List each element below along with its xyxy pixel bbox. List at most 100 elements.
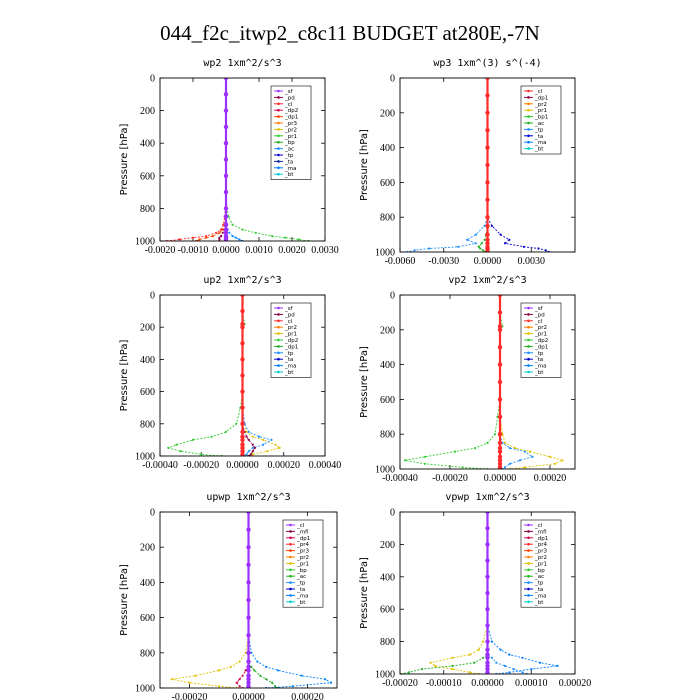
x-tick-label: -0.00020 [172,692,208,700]
data-point [167,446,170,449]
data-point [451,668,454,671]
data-point [245,430,248,433]
data-point [218,236,221,239]
legend-marker [289,536,292,540]
legend-label: _tp [284,153,294,159]
legend-marker [527,600,530,604]
panel-title: upwp 1xm^2/s^3 [206,492,290,503]
legend-marker [277,345,280,348]
data-point [556,664,559,668]
data-point [215,231,218,234]
legend: _cl_mfl_dp1_pr4_pr3_pr2_pr1_bp_ac_tp_ta_… [282,519,324,608]
x-tick-label: -0.0060 [385,256,416,267]
x-tick-label: 0.0000 [474,256,502,267]
data-point [508,238,511,241]
x-tick-label: -0.0030 [428,256,459,267]
legend-marker [527,319,530,323]
legend-label: _tp [534,581,544,587]
data-point [497,454,503,459]
data-point [240,449,245,454]
data-point [479,247,482,250]
data-point [246,680,251,685]
data-point [518,459,522,462]
data-point [238,238,241,241]
data-point [223,214,229,219]
legend-marker [277,319,280,323]
series-group [166,295,281,456]
data-point [223,141,229,146]
data-point [413,249,416,252]
legend-marker [527,549,530,552]
x-tick-label: -0.0020 [145,245,176,256]
data-point [191,236,195,239]
legend-label: _bt [534,600,544,606]
legend-label: _tp [284,351,294,357]
legend-label: _dp2 [534,338,548,344]
x-tick-label: -0.00040 [142,460,178,471]
x-tick-label: 0.00010 [515,678,548,689]
data-point [271,235,274,238]
legend-marker [527,345,530,348]
data-point [531,455,534,458]
legend-marker [289,594,292,597]
data-point [485,639,490,644]
data-point [274,685,277,688]
y-tick-label: 200 [380,108,395,119]
data-point [265,678,268,681]
legend-label: _dp1 [534,536,548,542]
data-point [553,462,557,465]
plot-frame [399,294,576,470]
data-point [262,443,265,446]
data-point [497,379,503,385]
data-point [240,308,245,314]
legend-label: _pr1 [534,108,547,114]
data-point [485,128,490,133]
data-point [249,453,252,456]
data-point [223,108,229,113]
legend-label: _ac [534,574,544,580]
data-point [495,661,498,664]
y-tick-label: 600 [140,613,155,624]
panel-title: vp2 1xm^2/s^3 [448,275,526,286]
data-point [251,453,254,456]
legend-marker [527,140,530,144]
data-point [170,678,173,681]
legend-marker [527,108,530,112]
series-line-dp1 [166,295,246,456]
data-point [429,661,432,664]
legend-label: _tp [296,581,306,587]
legend-marker [527,115,530,118]
y-tick-label: 600 [140,387,155,398]
data-point [266,450,269,453]
legend-label: _pd [284,95,295,101]
data-point [246,685,251,688]
data-point [503,441,507,444]
legend-label: _sf [534,306,544,312]
x-tick-label: 0.00020 [559,678,592,689]
data-point [240,341,245,346]
y-axis-label: Pressure [hPa] [359,129,370,201]
y-tick-label: 0 [390,74,395,85]
legend-marker [277,153,280,157]
data-point [561,459,564,462]
data-point [403,459,407,462]
data-point [497,461,503,466]
series-line-pr1 [171,512,249,688]
data-point [485,652,490,657]
data-point [235,422,238,425]
y-tick-label: 800 [140,204,155,215]
legend-label: _pr1 [534,561,547,567]
legend-marker [527,332,530,335]
legend-marker [277,172,280,176]
data-point [224,430,228,433]
data-point [521,671,524,674]
data-point [508,653,511,656]
legend-label: _bt [534,147,544,153]
data-point [238,685,241,688]
legend-marker [277,351,280,355]
legend-label: _mfl [296,529,309,535]
data-point [234,236,237,239]
data-point [251,450,254,453]
data-point [485,663,490,669]
y-tick-label: 0 [390,291,395,302]
